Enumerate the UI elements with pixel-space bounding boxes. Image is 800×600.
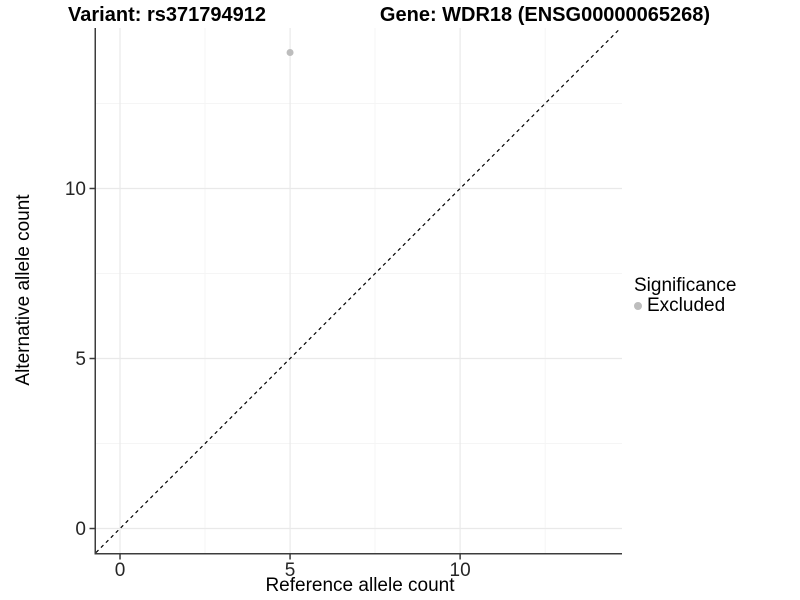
legend-point-icon	[634, 302, 642, 310]
legend-item-excluded: Excluded	[634, 296, 736, 316]
x-axis-label: Reference allele count	[265, 575, 455, 596]
data-point	[286, 48, 294, 56]
y-tick-label: 10	[65, 179, 86, 200]
x-tick-label: 5	[285, 560, 296, 581]
legend-item-label: Excluded	[647, 295, 726, 316]
x-tick-label: 0	[115, 560, 126, 581]
y-tick-label: 0	[75, 519, 86, 540]
identity-dashed-line	[95, 27, 622, 553]
y-tick-label: 5	[75, 349, 86, 370]
plot-title-gene: Gene: WDR18 (ENSG00000065268)	[379, 4, 711, 26]
legend: Significance Excluded	[634, 275, 736, 316]
x-tick-label: 10	[450, 560, 471, 581]
plot-title-variant: Variant: rs371794912	[68, 4, 266, 26]
legend-title: Significance	[634, 275, 737, 296]
